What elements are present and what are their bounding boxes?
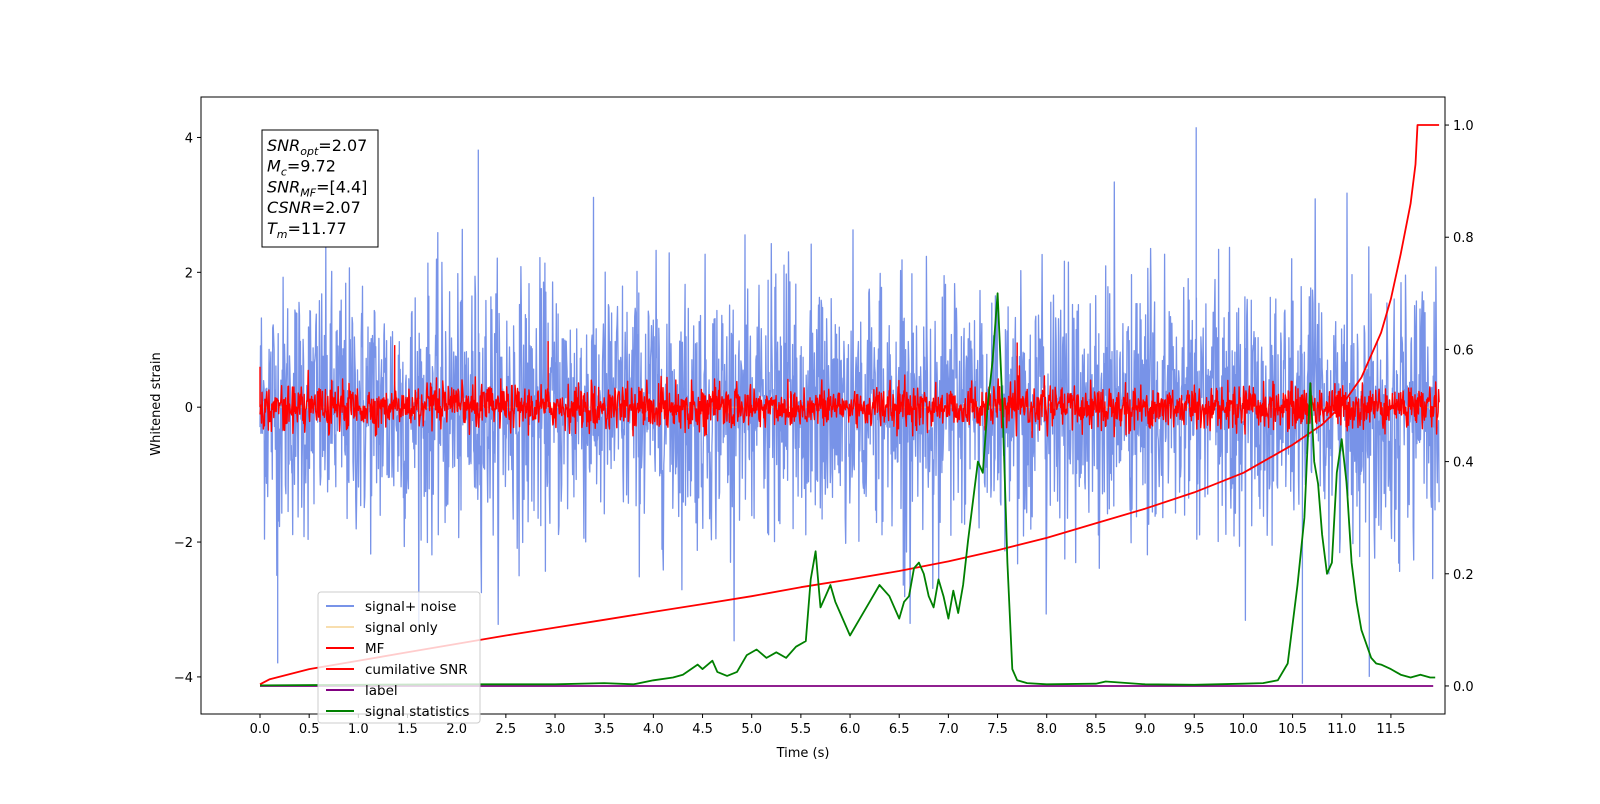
y2-tick-label: 0.2 [1453, 568, 1474, 583]
x-tick-label: 4.0 [643, 722, 664, 737]
annotation-frame [261, 129, 379, 248]
x-axis-label: Time (s) [776, 746, 830, 761]
y-tick-label: 2 [185, 266, 193, 281]
x-tick-label: 1.5 [397, 722, 418, 737]
series-signal-statistics [259, 292, 1436, 687]
x-tick-label: 4.5 [692, 722, 713, 737]
x-tick-label: 0.0 [250, 722, 271, 737]
x-tick-label: 9.0 [1135, 722, 1156, 737]
legend-label: cumilative SNR [365, 662, 468, 678]
legend-label: signal only [365, 620, 438, 636]
x-tick-label: 11.0 [1327, 722, 1356, 737]
annotation-value: =2.07 [318, 136, 367, 155]
legend-label: signal+ noise [365, 599, 456, 615]
y-tick-label: −4 [174, 671, 193, 686]
y2-tick-label: 0.6 [1453, 343, 1474, 358]
annotation-symbol: T [267, 219, 278, 238]
annotation-symbol: SNR [267, 177, 300, 196]
y2-tick-label: 0.0 [1453, 680, 1474, 695]
annotation-subscript: MF [300, 186, 316, 199]
x-tick-label: 11.5 [1376, 722, 1405, 737]
plot-area [259, 124, 1440, 687]
x-tick-label: 8.0 [1036, 722, 1057, 737]
y-axis-label: Whitened strain [149, 352, 164, 455]
annotation-subscript: opt [300, 145, 319, 158]
annotation-value: =[4.4] [316, 177, 367, 196]
annotation-subscript: m [277, 228, 288, 241]
annotation-symbol: SNR [267, 136, 300, 155]
x-tick-label: 0.5 [299, 722, 320, 737]
plot-frame [200, 96, 1446, 715]
x-tick-label: 9.5 [1184, 722, 1205, 737]
series-signal-noise [259, 127, 1440, 684]
annotation-line: Mc=9.72 [267, 157, 336, 179]
annotation-line: SNRMF=[4.4] [267, 177, 367, 199]
axes: 0.0 0.5 1.0 1.5 2.0 2.5 3.0 3.5 4.0 4.5 5.0 5.5 6.0 6… [174, 96, 1474, 737]
legend-frame [317, 591, 481, 724]
x-tick-label: 1.0 [348, 722, 369, 737]
annotation-line: Tm=11.77 [267, 219, 347, 241]
x-tick-label: 2.0 [446, 722, 467, 737]
x-tick-label: 5.5 [791, 722, 812, 737]
series-mf [259, 341, 1440, 439]
x-tick-label: 5.0 [741, 722, 762, 737]
legend-label: MF [365, 641, 384, 657]
annotation-symbol: CSNR [267, 198, 312, 217]
annotation-value: =9.72 [287, 157, 336, 176]
x-tick-label: 8.5 [1086, 722, 1107, 737]
y2-tick-label: 1.0 [1453, 119, 1474, 134]
x-tick-label: 7.0 [938, 722, 959, 737]
series-group [259, 124, 1440, 687]
x-tick-label: 6.5 [889, 722, 910, 737]
x-tick-label: 3.0 [545, 722, 566, 737]
x-tick-label: 10.0 [1229, 722, 1258, 737]
y-tick-label: −2 [174, 536, 193, 551]
annotation-subscript: c [281, 166, 287, 179]
y2-tick-label: 0.8 [1453, 231, 1474, 246]
legend-label: signal statistics [365, 704, 469, 720]
y-tick-label: 4 [185, 131, 193, 146]
y2-tick-label: 0.4 [1453, 456, 1474, 471]
annotation-line: CSNR=2.07 [267, 198, 361, 217]
x-tick-label: 3.5 [594, 722, 615, 737]
legend-label: label [365, 683, 398, 699]
x-tick-label: 6.0 [840, 722, 861, 737]
annotation-value: =11.77 [288, 219, 347, 238]
legend: signal+ noise signal only MF cumilative SNR… [317, 591, 481, 724]
y-tick-label: 0 [185, 401, 193, 416]
x-tick-label: 10.5 [1278, 722, 1307, 737]
annotation-line: SNRopt=2.07 [267, 136, 367, 158]
x-tick-label: 7.5 [987, 722, 1008, 737]
x-tick-label: 2.5 [496, 722, 517, 737]
annotation-symbol: M [267, 157, 281, 176]
stats-annotation-box: SNRopt=2.07Mc=9.72SNRMF=[4.4]CSNR=2.07Tm… [261, 129, 379, 248]
annotation-value: =2.07 [312, 198, 361, 217]
